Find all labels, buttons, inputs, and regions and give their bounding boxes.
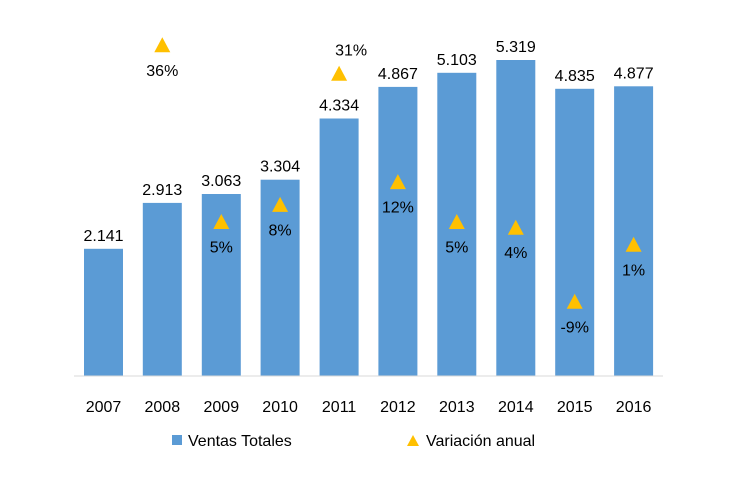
variation-marker-2016 [625,236,642,252]
variation-label-2012: 12% [382,200,414,217]
bar-2014 [496,60,536,376]
x-tick-2010: 2010 [262,399,298,416]
x-ticks-group: 2007 2008 2009 2010 2011 2012 2013 2014 2015 2016 [86,399,652,416]
x-tick-2013: 2013 [439,399,475,416]
bar-2015 [555,88,595,377]
x-tick-2012: 2012 [380,399,416,416]
bar-label-2014: 5.319 [496,39,536,56]
bar-2007 [84,248,123,376]
x-tick-2015: 2015 [557,399,593,416]
legend-label-variacion-anual: Variación anual [426,433,535,450]
variation-marker-2015 [566,293,583,309]
x-tick-2014: 2014 [498,399,534,416]
legend-label-ventas-totales: Ventas Totales [188,433,292,450]
variation-label-2016: 1% [622,262,645,279]
legend-swatch-variacion-anual [407,435,419,446]
legend-swatch-ventas-totales [172,435,182,445]
bar-label-2015: 4.835 [555,68,595,85]
bar-2012 [378,86,418,377]
x-tick-2016: 2016 [616,399,652,416]
bar-label-2016: 4.877 [614,65,654,82]
bar-label-2013: 5.103 [437,52,477,69]
bar-2016 [614,86,654,377]
variation-marker-2008 [154,37,171,53]
variation-label-2010: 8% [269,222,292,239]
bar-label-2010: 3.304 [260,159,300,176]
variation-marker-2012 [389,174,406,190]
bar-label-2009: 3.063 [201,173,241,190]
bar-2008 [142,202,182,376]
x-tick-2007: 2007 [86,399,122,416]
bar-2010 [260,179,300,376]
variation-label-2014: 4% [504,245,527,262]
bar-2011 [319,118,359,376]
bar-label-2007: 2.141 [83,228,123,245]
markers-group: 36% 5% 8% 31% 12% 5% 4% -9% 1% [146,37,645,336]
variation-marker-2009 [213,214,230,229]
variation-marker-2014 [507,219,524,235]
bar-label-2008: 2.913 [142,182,182,199]
legend: Ventas Totales Variación anual [172,433,535,450]
x-tick-2008: 2008 [145,399,181,416]
variation-marker-2011 [331,65,348,81]
variation-label-2015: -9% [560,319,588,336]
variation-marker-2013 [448,214,465,229]
x-tick-2009: 2009 [204,399,240,416]
variation-marker-2010 [272,196,289,212]
variation-label-2011: 31% [335,42,367,59]
variation-label-2013: 5% [445,240,468,257]
variation-label-2008: 36% [146,63,178,80]
x-tick-2011: 2011 [322,399,357,416]
bar-label-2011: 4.334 [319,98,359,115]
bar-label-2012: 4.867 [378,66,418,83]
bars-group: 2.141 2.913 3.063 3.304 4.334 4.867 5.103 5.319… [83,39,654,377]
variation-label-2009: 5% [210,240,233,257]
